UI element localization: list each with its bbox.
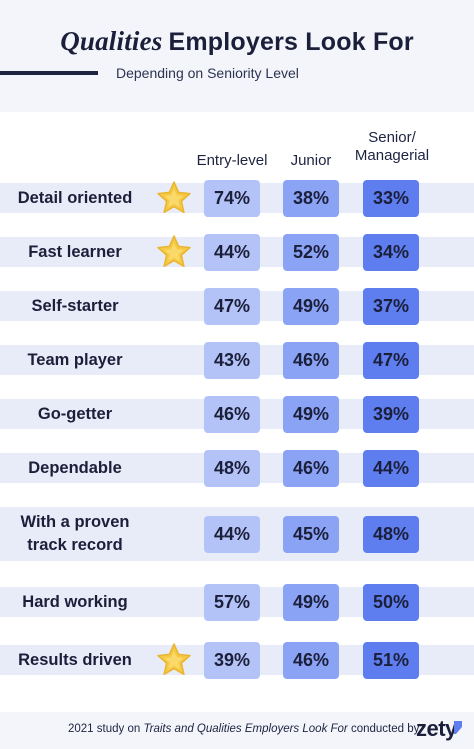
value-cell: 48%: [363, 515, 419, 553]
value-cell: 45%: [283, 515, 339, 553]
title-italic: Qualities: [60, 26, 163, 56]
value-cell: 49%: [283, 395, 339, 433]
subtitle: Depending on Seniority Level: [116, 65, 299, 81]
value-cell: 47%: [204, 287, 260, 325]
footer-text-pre: 2021 study on: [68, 723, 144, 735]
row-label: Hard working: [22, 592, 128, 611]
value-cell: 47%: [363, 341, 419, 379]
value-cell: 44%: [204, 233, 260, 271]
star-icon: [157, 235, 191, 268]
row-label: Detail oriented: [17, 188, 133, 207]
value-cell: 33%: [363, 179, 419, 217]
value-cell: 50%: [363, 583, 419, 621]
value-cell: 46%: [283, 641, 339, 679]
value-cell: 37%: [363, 287, 419, 325]
value-cell: 57%: [204, 583, 260, 621]
value-cell: 51%: [363, 641, 419, 679]
value-cell: 38%: [283, 179, 339, 217]
zety-logo: zety: [416, 716, 457, 741]
row-label: Team player: [27, 350, 123, 369]
footer-study-title: Traits and Qualities Employers Look For: [143, 723, 348, 735]
value-cell: 74%: [204, 179, 260, 217]
zety-logo-mark-icon: [454, 721, 462, 734]
value-cell: 34%: [363, 233, 419, 271]
value-cell: 49%: [283, 583, 339, 621]
header: Qualities Employers Look For Depending on…: [0, 0, 474, 112]
star-icon: [157, 643, 191, 676]
value-cell: 46%: [204, 395, 260, 433]
title-rule: [0, 71, 98, 75]
page-title: Qualities Employers Look For: [0, 26, 474, 57]
footer-text-post: conducted by: [347, 723, 420, 735]
row-label: Self-starter: [31, 296, 119, 315]
value-cell: 48%: [204, 449, 260, 487]
row-label: Go-getter: [37, 404, 113, 423]
star-icon: [157, 181, 191, 214]
row-label: With a proven track record: [20, 513, 130, 554]
value-cell: 39%: [363, 395, 419, 433]
row-label: Results driven: [18, 650, 132, 669]
column-header: Entry-level: [196, 152, 268, 169]
footer: 2021 study on Traits and Qualities Emplo…: [0, 712, 474, 749]
value-cell: 44%: [363, 449, 419, 487]
column-header: Senior/ Managerial: [354, 129, 430, 164]
row-label: Fast learner: [28, 242, 122, 261]
footer-text: 2021 study on Traits and Qualities Emplo…: [68, 723, 419, 735]
value-cell: 52%: [283, 233, 339, 271]
value-cell: 39%: [204, 641, 260, 679]
value-cell: 49%: [283, 287, 339, 325]
title-rest: Employers Look For: [168, 28, 414, 56]
row-label: Dependable: [28, 458, 122, 477]
value-cell: 46%: [283, 449, 339, 487]
column-header: Junior: [290, 152, 332, 169]
value-cell: 43%: [204, 341, 260, 379]
chart-panel: Entry-level Junior Senior/ Managerial Detai…: [0, 112, 474, 712]
value-cell: 44%: [204, 515, 260, 553]
value-cell: 46%: [283, 341, 339, 379]
